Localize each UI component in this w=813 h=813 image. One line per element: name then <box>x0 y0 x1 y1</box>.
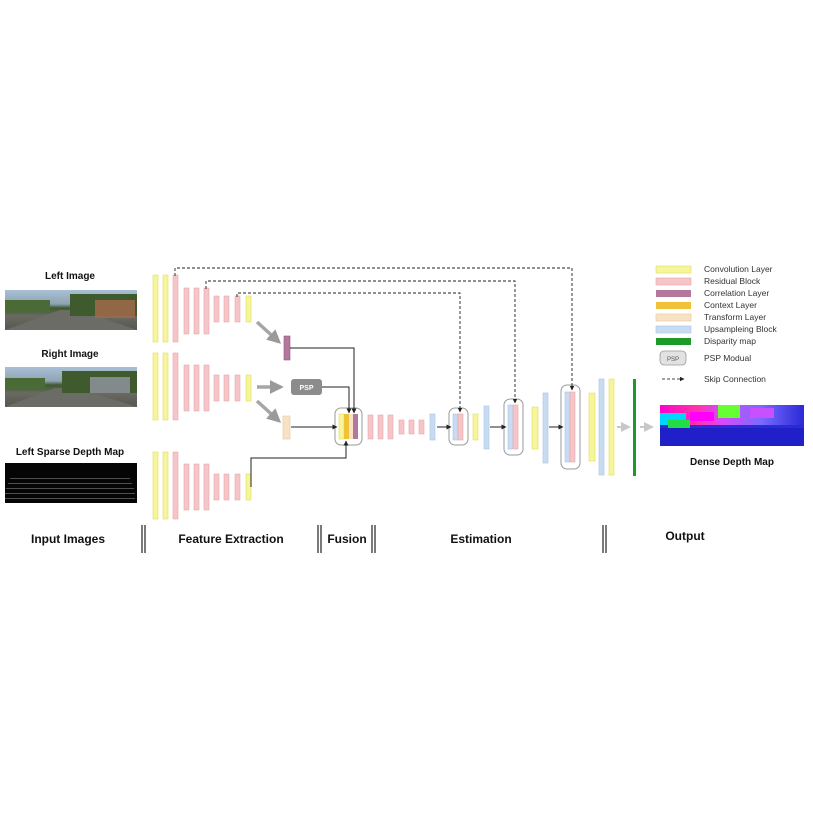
right-branch-layers <box>152 352 252 421</box>
disparity-map-bar <box>633 379 636 476</box>
stage-fusion: Fusion <box>327 532 366 546</box>
dense-depth-map-image <box>660 405 804 446</box>
fusion-input-arrows <box>250 347 357 487</box>
estimation-layers <box>367 378 615 476</box>
stage-input-images: Input Images <box>31 532 105 546</box>
left-image-photo <box>5 290 137 330</box>
psp-module: PSP <box>291 379 322 395</box>
right-image-photo <box>5 367 137 407</box>
left-image-label: Left Image <box>45 271 95 282</box>
legend-convolution: Convolution Layer <box>704 264 773 274</box>
stage-output: Output <box>665 529 704 543</box>
left-branch-layers <box>152 274 252 343</box>
legend-context: Context Layer <box>704 300 757 310</box>
legend-correlation: Correlation Layer <box>704 288 769 298</box>
legend-swatch-upsampling <box>655 325 692 334</box>
legend-upsampling: Upsampleing Block <box>704 324 778 334</box>
legend-swatch-disparity <box>656 338 691 345</box>
legend-swatch-correlation <box>656 290 691 297</box>
legend-residual: Residual Block <box>704 276 761 286</box>
legend-psp: PSP Modual <box>704 353 751 363</box>
stage-feature-extraction: Feature Extraction <box>178 532 283 546</box>
fusion-concat <box>338 413 358 440</box>
legend-swatch-convolution <box>655 265 692 274</box>
legend-swatch-psp <box>659 350 687 366</box>
legend-swatch-context <box>656 302 691 309</box>
legend-swatch-residual <box>655 277 692 286</box>
stage-dividers <box>141 525 607 553</box>
legend-skip: Skip Connection <box>704 374 766 384</box>
legend-transform: Transform Layer <box>704 312 766 322</box>
left-sparse-depth-label: Left Sparse Depth Map <box>16 447 124 458</box>
stage-estimation: Estimation <box>450 532 511 546</box>
depth-branch-layers <box>152 451 252 520</box>
transform-layer <box>282 415 291 440</box>
legend: Convolution Layer Residual Block Correla… <box>655 264 778 384</box>
legend-psp-box-label: PSP <box>667 357 679 363</box>
right-image-label: Right Image <box>41 349 99 360</box>
correlation-layer <box>283 335 291 361</box>
dense-depth-map-label: Dense Depth Map <box>690 457 774 468</box>
skip-connections <box>174 267 575 413</box>
legend-swatch-transform <box>655 313 692 322</box>
left-sparse-depth-photo <box>5 463 137 503</box>
feature-to-fusion-arrows <box>255 320 284 423</box>
psp-module-label: PSP <box>299 385 313 392</box>
legend-disparity: Disparity map <box>704 336 756 346</box>
